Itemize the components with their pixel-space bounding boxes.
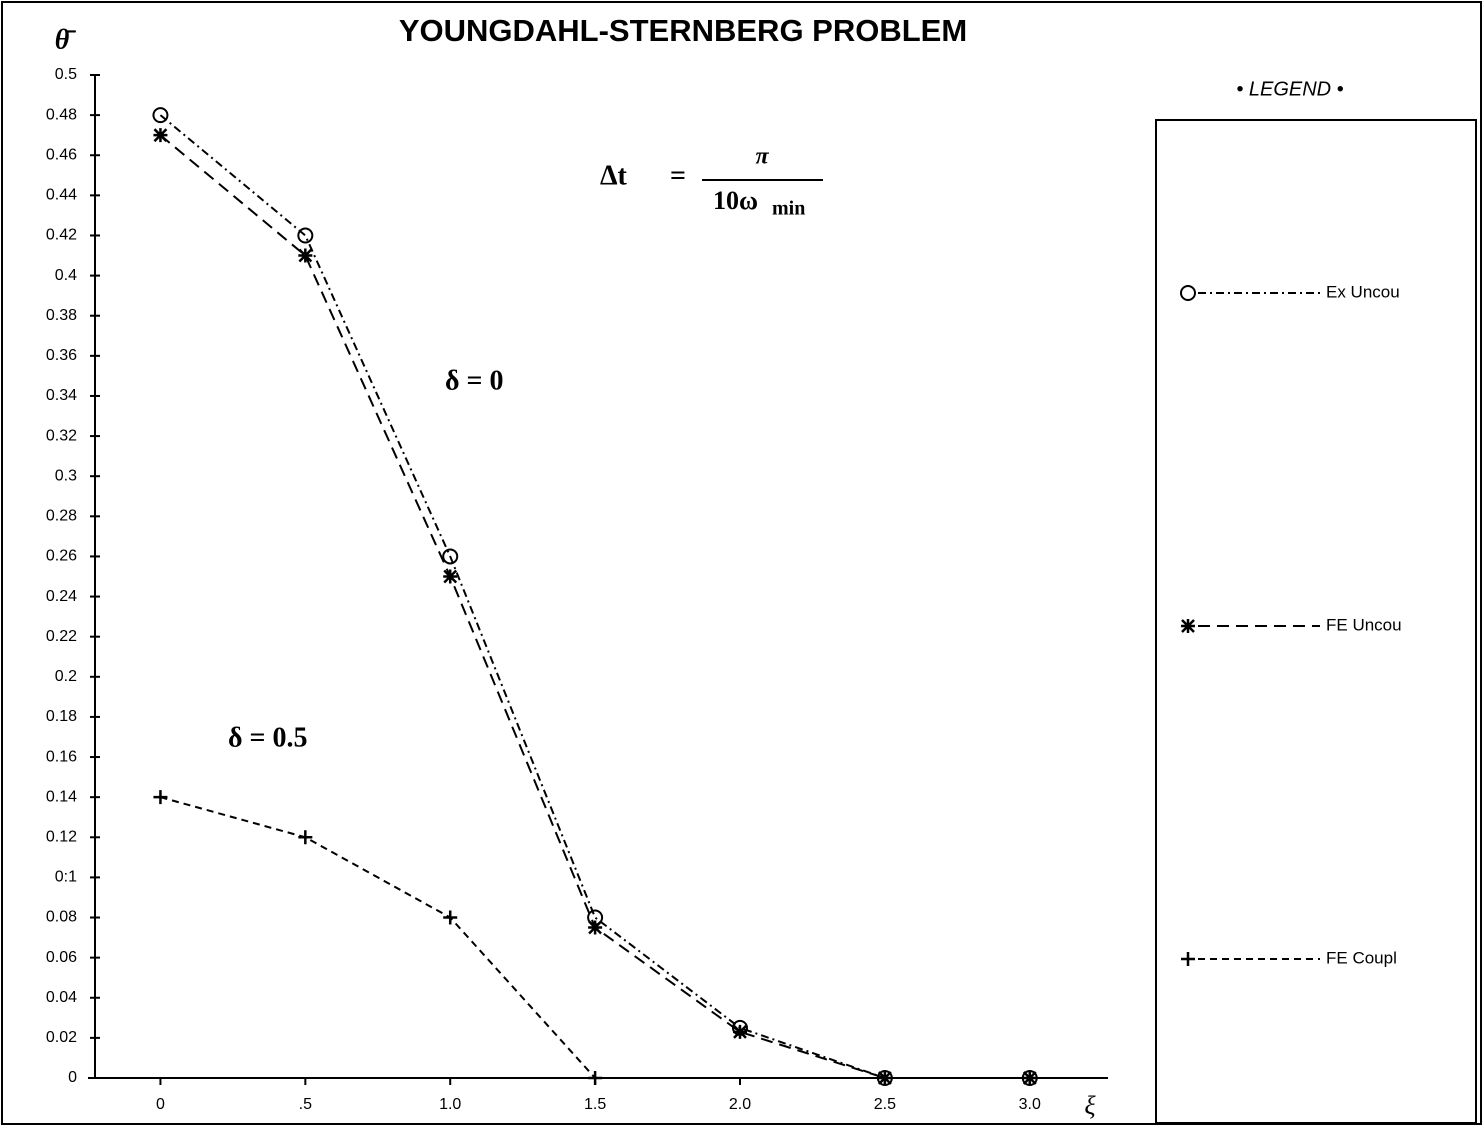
- marker: [588, 1071, 603, 1085]
- y-tick-label: 0.02: [46, 1029, 77, 1046]
- legend-marker: [1181, 619, 1195, 633]
- legend-label: FE Coupl: [1326, 948, 1397, 967]
- y-tick-label: 0.04: [46, 989, 77, 1006]
- annotation-denominator: 10ω: [713, 186, 758, 215]
- annotation: δ = 0: [445, 365, 504, 396]
- y-tick-label: 0.22: [46, 628, 77, 645]
- marker: [298, 830, 313, 845]
- legend-title: • LEGEND •: [1236, 78, 1343, 100]
- y-tick-label: 0.3: [55, 467, 77, 484]
- y-tick-label: 0.44: [46, 187, 77, 204]
- x-tick-label: .5: [299, 1096, 312, 1113]
- y-tick-label: 0.12: [46, 828, 77, 845]
- annotation-numerator: π: [755, 144, 769, 170]
- y-tick-label: 0.42: [46, 227, 77, 244]
- marker: [152, 107, 169, 124]
- series-line: [160, 796, 596, 1079]
- marker: [877, 1071, 892, 1085]
- x-axis-label: ξ: [1084, 1091, 1096, 1120]
- marker: [298, 248, 313, 263]
- y-tick-label: 0.38: [46, 307, 77, 324]
- legend-label: FE Uncou: [1326, 615, 1402, 634]
- marker: [732, 1024, 747, 1039]
- y-tick-label: 0.16: [46, 748, 77, 765]
- marker: [1022, 1071, 1037, 1085]
- marker: [588, 920, 603, 935]
- annotation-lhs: Δt: [600, 160, 628, 191]
- x-tick-label: 3.0: [1019, 1096, 1041, 1113]
- marker: [153, 128, 168, 143]
- legend-label: Ex Uncou: [1326, 282, 1400, 301]
- y-tick-label: 0.36: [46, 347, 77, 364]
- y-tick-label: 0.14: [46, 788, 77, 805]
- x-tick-label: 1.0: [439, 1096, 461, 1113]
- y-tick-label: 0.18: [46, 708, 77, 725]
- x-tick-label: 1.5: [584, 1096, 606, 1113]
- y-axis-label: θ̄: [55, 24, 77, 55]
- y-tick-label: 0.06: [46, 949, 77, 966]
- y-tick-label: 0.32: [46, 427, 77, 444]
- y-tick-label: 0.34: [46, 387, 77, 404]
- x-tick-label: 0: [156, 1096, 165, 1113]
- marker: [153, 790, 168, 805]
- y-tick-label: 0.08: [46, 909, 77, 926]
- chart-title: YOUNGDAHL-STERNBERG PROBLEM: [399, 13, 967, 48]
- y-tick-label: 0.26: [46, 548, 77, 565]
- y-tick-label: 0.4: [55, 267, 77, 284]
- legend-marker: [1180, 285, 1196, 301]
- annotation: δ = 0.5: [228, 722, 308, 753]
- x-tick-label: 2.5: [874, 1096, 896, 1113]
- y-tick-label: 0: [68, 1069, 77, 1086]
- marker: [443, 910, 458, 925]
- y-tick-label: 0.5: [55, 66, 77, 83]
- annotation-eq: =: [670, 160, 686, 191]
- y-tick-label: 0.46: [46, 146, 77, 163]
- x-tick-label: 2.0: [729, 1096, 751, 1113]
- legend-box: [1155, 119, 1477, 1124]
- y-tick-label: 0.48: [46, 106, 77, 123]
- y-tick-label: 0:1: [55, 869, 77, 886]
- annotation-subscript: min: [772, 198, 805, 220]
- marker: [443, 569, 458, 584]
- y-tick-label: 0.2: [55, 668, 77, 685]
- marker: [297, 227, 314, 244]
- y-tick-label: 0.28: [46, 508, 77, 525]
- series-line: [159, 134, 1030, 1079]
- marker: [442, 548, 459, 565]
- y-tick-label: 0.24: [46, 588, 77, 605]
- legend-marker: [1181, 952, 1195, 966]
